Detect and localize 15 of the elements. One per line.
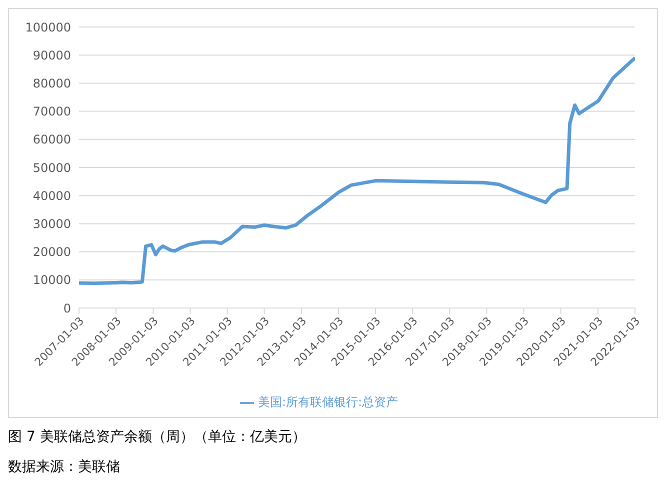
source-note: 数据来源：美联储 — [8, 458, 121, 476]
y-tick-label: 80000 — [32, 76, 71, 90]
legend-label: 美国:所有联储银行:总资产 — [258, 395, 398, 409]
y-tick-label: 70000 — [32, 104, 71, 119]
y-tick-label: 50000 — [32, 160, 71, 175]
y-tick-label: 20000 — [32, 245, 71, 260]
y-tick-label: 40000 — [32, 188, 71, 203]
y-tick-label: 30000 — [32, 216, 71, 231]
text: 图 7 美联储总资产余额（周）（单位：亿美元） — [8, 428, 307, 446]
y-tick-label: 90000 — [32, 48, 71, 62]
y-tick-label: 0 — [63, 301, 71, 316]
y-tick-label: 60000 — [32, 132, 71, 147]
line-series — [79, 56, 635, 286]
y-tick-label: 10000 — [32, 273, 71, 288]
y-tick-label: 100000 — [25, 20, 71, 34]
